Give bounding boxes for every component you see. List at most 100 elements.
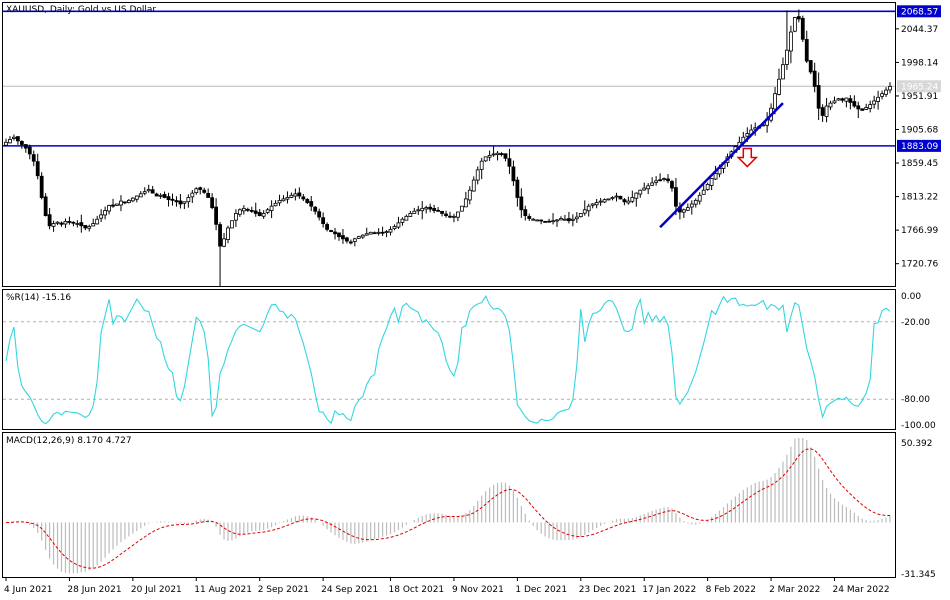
- price-tick-label: 1859.45: [901, 159, 938, 169]
- candle-body: [43, 196, 48, 217]
- candle-body: [293, 193, 298, 197]
- candle-body: [138, 193, 143, 198]
- date-tick-label: 8 Feb 2022: [706, 585, 756, 595]
- candle-body: [321, 217, 326, 224]
- candle-body: [459, 205, 464, 212]
- candle-body: [31, 154, 36, 162]
- candle-body: [812, 70, 817, 87]
- candle-body: [792, 17, 797, 32]
- candle-body: [337, 232, 341, 238]
- candle-body: [23, 144, 28, 149]
- candle-body: [352, 238, 357, 242]
- candle-body: [111, 204, 115, 207]
- candle-body: [535, 219, 540, 222]
- candle-body: [440, 210, 444, 214]
- price-pane-frame: [2, 2, 896, 287]
- chart-title: XAUUSD, Daily: Gold vs US Dollar: [6, 5, 156, 15]
- candle-body: [590, 203, 595, 206]
- candle-body: [190, 192, 195, 198]
- candle-body: [555, 219, 559, 222]
- candle-body: [868, 104, 873, 109]
- candle-body: [360, 234, 365, 238]
- candle-body: [305, 199, 310, 203]
- candle-body: [876, 96, 881, 102]
- candle-body: [277, 199, 282, 204]
- candle-body: [47, 214, 52, 227]
- candle-body: [364, 233, 369, 236]
- candle-body: [174, 200, 179, 203]
- x-axis-labels: 4 Jun 2021 28 Jun 2021 20 Jul 2021 11 Aug 2…: [4, 577, 890, 595]
- candle-body: [202, 189, 207, 193]
- candle-body: [119, 200, 123, 206]
- candle-body: [650, 182, 655, 186]
- candle-body: [646, 185, 651, 190]
- candle-body: [285, 197, 290, 200]
- date-tick-label: 17 Jan 2022: [642, 585, 696, 595]
- candle-body: [158, 194, 163, 197]
- candle-body: [634, 192, 639, 199]
- candle-body: [852, 101, 857, 107]
- candle-body: [123, 201, 127, 204]
- candle-body: [388, 228, 393, 233]
- candle-body: [380, 231, 385, 234]
- date-tick-label: 4 Jun 2021: [4, 585, 52, 595]
- candle-body: [297, 192, 302, 197]
- wpr-title: %R(14) -15.16: [6, 293, 71, 303]
- candle-body: [15, 136, 20, 142]
- candle-body: [662, 178, 666, 181]
- candle-body: [884, 89, 888, 95]
- candle-body: [424, 207, 429, 210]
- candle-body: [860, 108, 865, 111]
- candle-body: [412, 210, 417, 214]
- candle-body: [495, 152, 500, 156]
- candle-body: [214, 206, 218, 225]
- candle-body: [134, 195, 139, 200]
- candle-body: [182, 201, 187, 204]
- candle-body: [840, 98, 845, 101]
- down-arrow-icon[interactable]: [736, 147, 759, 168]
- candle-body: [796, 16, 801, 20]
- candle-body: [59, 222, 64, 225]
- level-price-label: 1883.09: [901, 142, 938, 152]
- date-tick-label: 24 Sep 2021: [321, 585, 378, 595]
- candle-body: [257, 212, 262, 217]
- candle-body: [618, 195, 623, 200]
- candle-body: [99, 214, 104, 219]
- candle-body: [483, 156, 488, 162]
- candle-body: [35, 161, 40, 177]
- candle-body: [543, 220, 548, 223]
- candle-body: [511, 166, 516, 182]
- candle-body: [471, 179, 476, 192]
- candle-body: [19, 141, 24, 145]
- candle-body: [467, 189, 472, 201]
- price-tick-label: 1951.91: [901, 92, 938, 102]
- trend-line[interactable]: [659, 102, 784, 229]
- candle-body: [348, 241, 353, 244]
- candle-body: [856, 105, 861, 110]
- candle-body: [559, 218, 563, 221]
- candle-body: [130, 197, 135, 202]
- macd-tick-label: 50.392: [901, 439, 933, 449]
- candle-body: [408, 213, 413, 217]
- candle-body: [206, 193, 211, 198]
- candle-body: [836, 98, 841, 101]
- candle-body: [376, 231, 381, 234]
- date-tick-label: 9 Nov 2021: [452, 585, 504, 595]
- candle-body: [186, 197, 191, 203]
- date-tick-label: 18 Oct 2021: [389, 585, 445, 595]
- candle-body: [126, 199, 131, 203]
- date-tick-label: 28 Jun 2021: [67, 585, 121, 595]
- candle-body: [368, 231, 373, 235]
- candle-body: [67, 221, 72, 223]
- candle-body: [27, 146, 32, 155]
- candle-body: [551, 220, 555, 223]
- candle-body: [170, 198, 175, 201]
- candle-body: [872, 100, 877, 105]
- candle-body: [654, 180, 659, 183]
- price-tick-label: 2044.37: [901, 25, 938, 35]
- candle-body: [432, 208, 437, 211]
- candle-body: [241, 207, 246, 212]
- candle-body: [313, 206, 318, 212]
- candle-body: [51, 223, 56, 227]
